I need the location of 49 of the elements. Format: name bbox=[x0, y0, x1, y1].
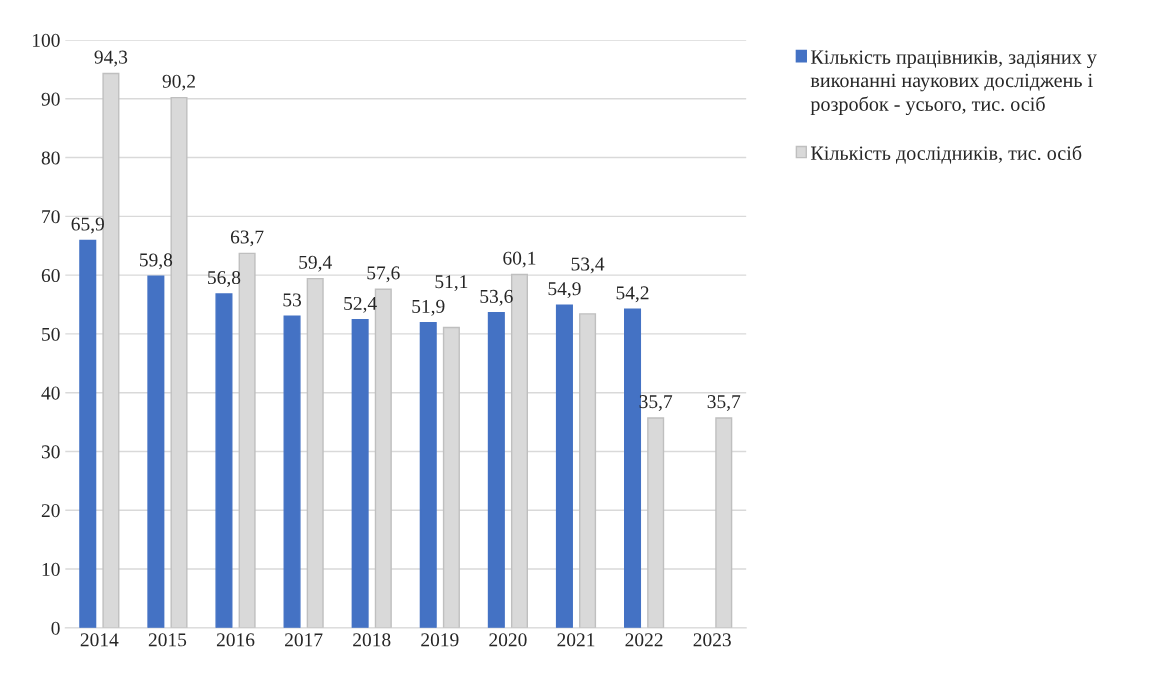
data-label: 59,4 bbox=[299, 255, 332, 272]
x-tick-label: 2017 bbox=[285, 633, 323, 647]
data-label: 54,2 bbox=[616, 286, 649, 303]
bar bbox=[79, 239, 97, 628]
x-tick-label: 2022 bbox=[625, 633, 663, 647]
bar bbox=[487, 312, 505, 628]
legend-label: Кількість дослідників, тис. осіб bbox=[810, 145, 1082, 164]
x-tick-label: 2014 bbox=[80, 633, 119, 647]
bar bbox=[215, 293, 233, 628]
x-tick-label: 2021 bbox=[557, 633, 595, 647]
y-tick-label: 30 bbox=[41, 445, 60, 459]
y-tick-label: 0 bbox=[51, 621, 60, 635]
data-label: 51,9 bbox=[412, 299, 445, 316]
data-label: 60,1 bbox=[503, 251, 536, 268]
y-tick-label: 60 bbox=[41, 268, 60, 283]
y-tick-label: 40 bbox=[41, 386, 60, 400]
y-tick-label: 70 bbox=[42, 210, 60, 224]
data-label: 59,8 bbox=[139, 253, 173, 270]
data-label: 53,4 bbox=[571, 257, 605, 274]
y-tick-label: 20 bbox=[41, 504, 60, 518]
x-tick-label: 2018 bbox=[353, 633, 391, 647]
data-label: 63,7 bbox=[230, 230, 264, 247]
x-tick-label: 2020 bbox=[489, 633, 527, 647]
data-label: 35,7 bbox=[707, 395, 741, 411]
data-label: 51,1 bbox=[435, 275, 468, 292]
data-label: 56,8 bbox=[208, 270, 241, 287]
x-tick-label: 2019 bbox=[421, 633, 459, 647]
y-tick-label: 80 bbox=[41, 151, 60, 165]
data-label: 53,6 bbox=[480, 289, 513, 306]
bar bbox=[283, 315, 301, 628]
y-tick-label: 50 bbox=[42, 327, 60, 341]
legend-label: Кількість працівників, задіяних у виконанні наукових досліджень і розробок - усього, тис. осіб bbox=[810, 50, 1097, 116]
data-label: 94,3 bbox=[94, 50, 128, 67]
data-label: 57,6 bbox=[367, 266, 400, 283]
data-label: 53 bbox=[283, 293, 302, 307]
x-tick-label: 2016 bbox=[216, 633, 255, 647]
bar bbox=[555, 304, 573, 628]
y-tick-label: 10 bbox=[42, 562, 60, 576]
x-tick-label: 2015 bbox=[148, 633, 187, 647]
bar bbox=[147, 275, 165, 628]
bar bbox=[419, 322, 437, 628]
data-label: 52,4 bbox=[344, 296, 377, 313]
data-label: 90,2 bbox=[162, 74, 195, 91]
bar bbox=[351, 319, 369, 628]
y-tick-label: 100 bbox=[32, 33, 60, 47]
x-tick-label: 2023 bbox=[693, 633, 731, 647]
data-label: 54,9 bbox=[548, 282, 581, 299]
data-label: 65,9 bbox=[71, 217, 104, 234]
y-tick-label: 90 bbox=[41, 92, 60, 106]
